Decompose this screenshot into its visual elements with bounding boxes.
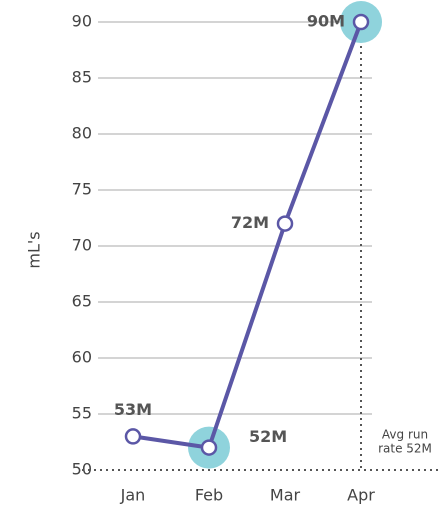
y-tick-label: 55	[72, 404, 92, 423]
point	[124, 428, 142, 445]
y-tick-label: 50	[72, 460, 92, 479]
point	[352, 13, 370, 31]
y-tick-label: 85	[72, 68, 92, 87]
y-tick-label: 60	[72, 348, 92, 367]
y-axis-label: mL's	[25, 231, 44, 268]
value-label: 72M	[231, 213, 269, 232]
x-tick-label: Mar	[270, 486, 301, 505]
x-tick-label: Feb	[195, 486, 223, 505]
annotation: Avg run	[382, 428, 428, 442]
y-tick-label: 75	[72, 180, 92, 199]
line	[132, 21, 363, 450]
value-label: 53M	[114, 400, 152, 419]
y-tick-label: 90	[72, 12, 92, 31]
y-tick-label: 70	[72, 236, 92, 255]
x-tick-label: Jan	[120, 486, 146, 505]
value-label: 52M	[249, 427, 287, 446]
value-label: 90M	[307, 12, 345, 31]
point	[200, 439, 218, 456]
x-tick-label: Apr	[347, 486, 375, 505]
y-tick-label: 65	[72, 292, 92, 311]
y-tick-label: 80	[72, 124, 92, 143]
annotation: rate 52M	[378, 442, 432, 456]
point	[276, 215, 294, 232]
